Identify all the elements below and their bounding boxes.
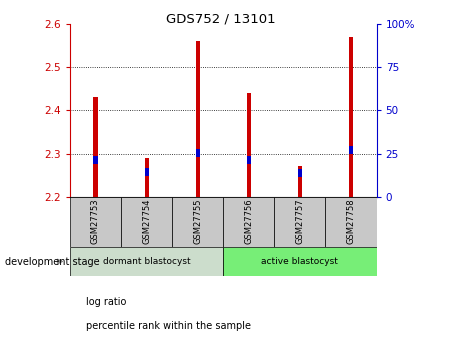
Bar bbox=[223, 247, 377, 276]
Bar bbox=[93, 156, 97, 164]
Bar bbox=[349, 146, 353, 154]
Text: percentile rank within the sample: percentile rank within the sample bbox=[86, 321, 251, 331]
Bar bbox=[144, 158, 149, 197]
Bar bbox=[223, 197, 274, 247]
Text: GSM27757: GSM27757 bbox=[295, 199, 304, 245]
Text: development stage: development stage bbox=[5, 257, 99, 266]
Bar bbox=[70, 197, 121, 247]
Bar bbox=[196, 149, 200, 157]
Bar bbox=[298, 167, 302, 197]
Text: GSM27755: GSM27755 bbox=[193, 199, 202, 244]
Text: GSM27756: GSM27756 bbox=[244, 199, 253, 245]
Bar bbox=[172, 197, 223, 247]
Bar bbox=[349, 37, 353, 197]
Bar bbox=[247, 156, 251, 164]
Bar bbox=[326, 197, 377, 247]
Bar bbox=[144, 168, 149, 176]
Bar bbox=[196, 41, 200, 197]
Bar bbox=[247, 93, 251, 197]
Bar bbox=[70, 247, 223, 276]
Bar bbox=[274, 197, 326, 247]
Bar bbox=[121, 197, 172, 247]
Bar bbox=[93, 97, 97, 197]
Text: GSM27758: GSM27758 bbox=[346, 199, 355, 245]
Text: log ratio: log ratio bbox=[86, 297, 126, 307]
Text: GDS752 / 13101: GDS752 / 13101 bbox=[166, 12, 276, 25]
Text: GSM27754: GSM27754 bbox=[142, 199, 151, 244]
Text: dormant blastocyst: dormant blastocyst bbox=[103, 257, 190, 266]
Text: GSM27753: GSM27753 bbox=[91, 199, 100, 245]
Text: active blastocyst: active blastocyst bbox=[262, 257, 338, 266]
Bar bbox=[298, 169, 302, 177]
